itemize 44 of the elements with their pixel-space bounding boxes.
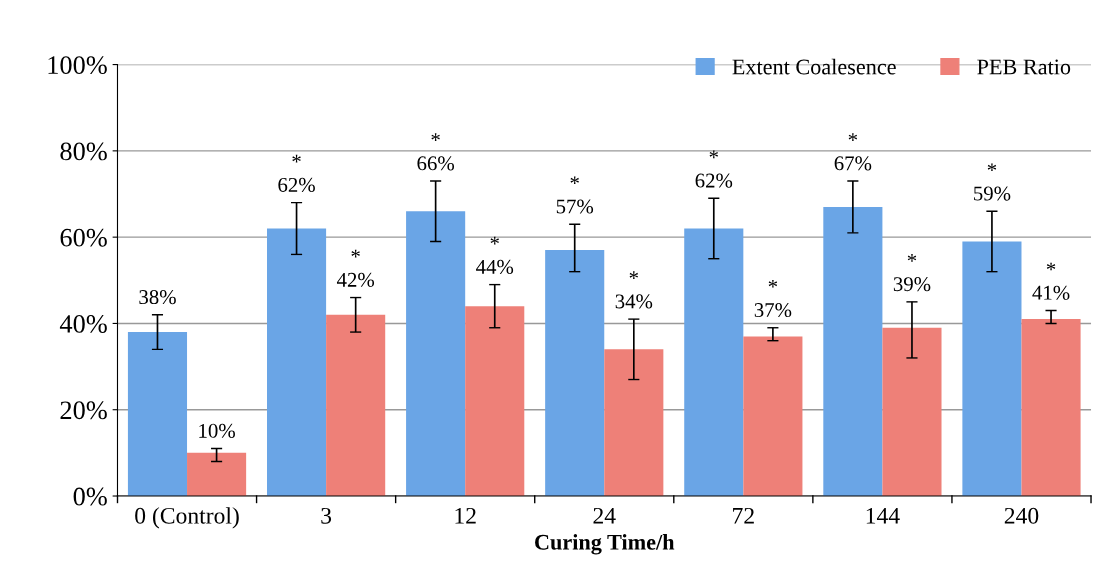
bar [545, 250, 605, 497]
bar [823, 206, 883, 497]
x-tick-label: 24 [593, 507, 616, 524]
bar [1021, 319, 1081, 497]
data-label: * 41% [1032, 262, 1070, 300]
data-label: * 62% [695, 150, 733, 188]
bar [743, 336, 803, 497]
y-tick-label: 80% [60, 142, 107, 161]
x-axis-title: Curing Time/h [535, 534, 675, 555]
x-tick-label: 3 [321, 507, 332, 524]
y-tick-label: 0% [73, 487, 107, 506]
y-tick-label: 60% [60, 228, 107, 247]
y-tick-label: 20% [60, 401, 107, 420]
data-label: * 57% [556, 176, 594, 214]
data-label: 10% [199, 423, 235, 438]
data-label: * 34% [615, 271, 653, 309]
x-tick-label: 240 [1004, 507, 1039, 524]
legend-label: Extent Coalesence [732, 58, 896, 75]
x-tick-label: 144 [866, 507, 900, 524]
bar [465, 306, 525, 497]
bar [684, 228, 744, 497]
bar [127, 332, 188, 497]
data-label: * 42% [336, 249, 375, 287]
data-label: * 67% [834, 133, 872, 171]
bar [267, 228, 327, 497]
x-tick-label: 72 [733, 507, 754, 524]
y-tick-label: 100% [48, 56, 107, 75]
data-label: 38% [139, 290, 176, 305]
legend-label: PEB Ratio [977, 59, 1071, 75]
bar [326, 314, 386, 497]
bar [406, 211, 466, 497]
data-label: * 37% [754, 279, 792, 318]
data-label: * 59% [974, 163, 1011, 201]
data-label: * 39% [893, 254, 931, 292]
data-label: * 62% [278, 154, 315, 192]
bar [882, 327, 942, 497]
bar [604, 349, 664, 497]
bar [962, 241, 1022, 497]
x-tick-label: 0 (Control) [135, 507, 239, 529]
data-label: * 44% [476, 236, 514, 274]
y-tick-label: 40% [59, 315, 107, 333]
x-tick-label: 12 [455, 507, 476, 524]
data-label: * 66% [417, 133, 455, 171]
bar [187, 452, 247, 497]
